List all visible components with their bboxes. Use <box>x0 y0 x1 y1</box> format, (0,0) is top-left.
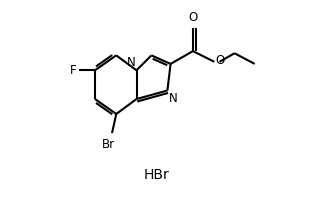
Text: N: N <box>127 56 136 69</box>
Text: O: O <box>188 11 198 24</box>
Text: O: O <box>215 54 224 67</box>
Text: F: F <box>70 64 77 77</box>
Text: Br: Br <box>102 138 115 151</box>
Text: HBr: HBr <box>144 168 170 182</box>
Text: N: N <box>168 92 177 105</box>
